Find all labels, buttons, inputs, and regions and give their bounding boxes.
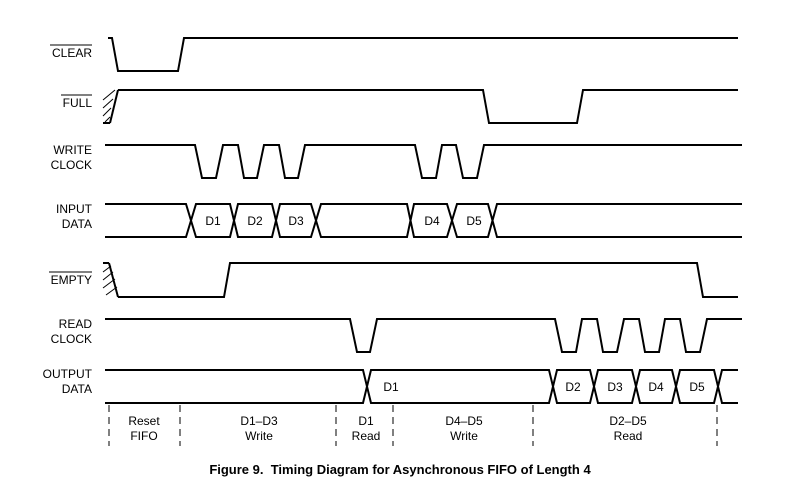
phase-write2-line2: Write — [450, 429, 478, 443]
phase-reset-line2: FIFO — [130, 429, 157, 443]
output-word-d5: D5 — [689, 380, 705, 394]
read-clock-label-2: CLOCK — [51, 332, 92, 346]
read-clock-waveform — [105, 318, 742, 353]
phase-reset-line1: Reset — [128, 414, 160, 428]
phase-write2-line1: D4–D5 — [445, 414, 483, 428]
phase-write1-line1: D1–D3 — [240, 414, 278, 428]
input-word-d3: D3 — [288, 214, 304, 228]
phase-read2-line2: Read — [614, 429, 643, 443]
input-data-label-1: INPUT — [56, 202, 93, 216]
phase-read1-line1: D1 — [358, 414, 374, 428]
clear-waveform — [108, 37, 738, 72]
write-clock-label-2: CLOCK — [51, 158, 92, 172]
phase-read1-line2: Read — [352, 429, 381, 443]
phase-dividers — [108, 405, 718, 446]
input-word-d2: D2 — [247, 214, 263, 228]
full-label: FULL — [63, 96, 93, 110]
input-word-d1: D1 — [205, 214, 221, 228]
read-clock-label-1: READ — [59, 317, 93, 331]
signal-labels: CLEAR FULL WRITE CLOCK INPUT DATA EMPTY … — [43, 44, 93, 396]
input-word-d5: D5 — [466, 214, 482, 228]
input-data-bus — [105, 203, 742, 238]
output-word-d2: D2 — [565, 380, 581, 394]
output-word-d1: D1 — [383, 380, 399, 394]
output-data-bus — [105, 369, 738, 404]
write-clock-label-1: WRITE — [53, 143, 92, 157]
full-hatch — [102, 89, 116, 123]
phase-read2-line1: D2–D5 — [609, 414, 647, 428]
input-word-d4: D4 — [424, 214, 440, 228]
output-word-d4: D4 — [648, 380, 664, 394]
output-word-d3: D3 — [607, 380, 623, 394]
empty-label: EMPTY — [51, 273, 92, 287]
output-data-words: D1 D2 D3 D4 D5 — [383, 380, 705, 394]
empty-hatch — [102, 265, 118, 296]
input-data-words: D1 D2 D3 D4 D5 — [205, 214, 482, 228]
full-waveform — [102, 89, 738, 124]
write-clock-waveform — [105, 144, 742, 179]
output-data-label-1: OUTPUT — [43, 367, 93, 381]
input-data-label-2: DATA — [62, 217, 92, 231]
output-data-label-2: DATA — [62, 382, 92, 396]
phase-labels: Reset FIFO D1–D3 Write D1 Read D4–D5 Wri… — [128, 414, 647, 443]
phase-write1-line2: Write — [245, 429, 273, 443]
figure-caption: Figure 9. Timing Diagram for Asynchronou… — [209, 462, 591, 477]
empty-waveform — [102, 262, 738, 298]
clear-label: CLEAR — [52, 46, 92, 60]
